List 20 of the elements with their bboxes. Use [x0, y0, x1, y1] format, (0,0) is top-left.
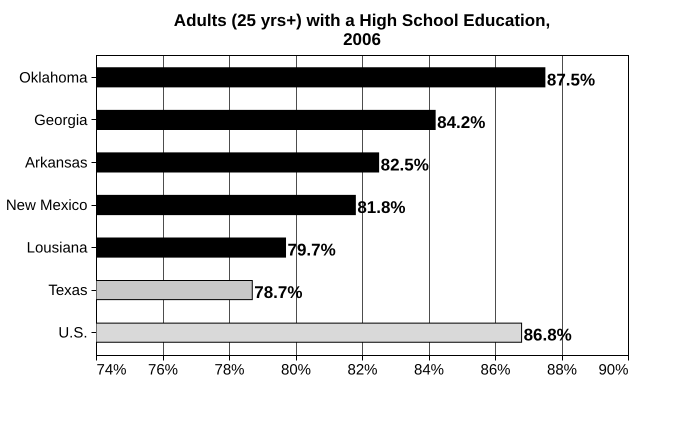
x-tick-label: 90% — [598, 362, 628, 378]
data-label: 84.2% — [437, 112, 486, 132]
x-tick-label: 80% — [280, 362, 312, 378]
x-tick-label: 78% — [214, 362, 245, 378]
text: Adults (25 yrs+) with a High School Education, — [174, 11, 550, 30]
y-tick-label: U.S. — [58, 324, 88, 342]
y-tick-label: Oklahoma — [19, 69, 88, 86]
y-tick-label: Texas — [48, 282, 88, 300]
y-tick-label: New Mexico — [6, 197, 88, 214]
data-label: 82.5% — [380, 155, 429, 174]
x-tick-label: 74% — [96, 362, 127, 378]
x-tick-label: 84% — [414, 362, 444, 378]
x-tick-label: 86% — [480, 362, 511, 378]
x-tick-label: 76% — [148, 362, 178, 378]
y-tick-label: Arkansas — [24, 154, 88, 172]
y-tick-label: Lousiana — [26, 240, 88, 257]
x-tick-label: 88% — [546, 362, 578, 378]
x-tick-label: 82% — [347, 362, 378, 378]
y-tick-label: Georgia — [34, 112, 88, 129]
text: 2006 — [343, 30, 381, 49]
